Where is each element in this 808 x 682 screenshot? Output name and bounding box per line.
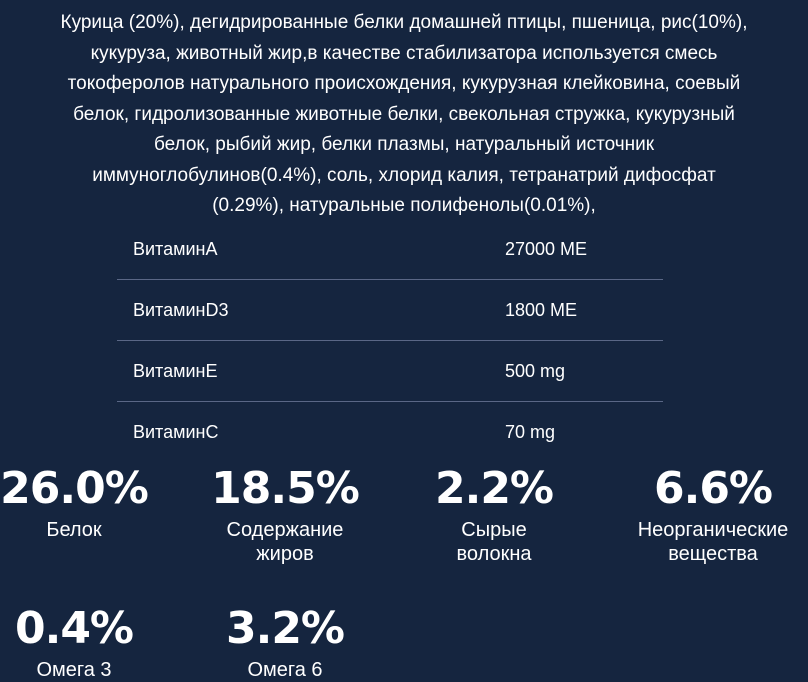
ingredients-line: токоферолов натурального происхождения, …	[67, 73, 741, 94]
vitamin-name: ВитаминA	[133, 239, 218, 259]
ingredients-line: кукуруза, животный жир,в качестве стабил…	[90, 42, 718, 64]
vitamin-name: ВитаминC	[133, 422, 219, 442]
stat-value: 26.0%	[0, 463, 149, 514]
stat-label: волокна	[456, 543, 532, 565]
stat-label: Омега 6	[247, 659, 323, 681]
stat-protein: 26.0% Белок	[0, 460, 169, 542]
vitamin-value: 1800 МЕ	[505, 300, 578, 320]
vitamin-value: 500 mg	[505, 361, 566, 381]
stat-fiber: 2.2% Сырые волокна	[399, 460, 589, 566]
vitamin-value: 70 mg	[505, 422, 556, 442]
stat-label: вещества	[668, 543, 758, 565]
ingredients-line: белок, рыбий жир, белки плазмы, натураль…	[153, 134, 655, 155]
vitamin-value: 27000 МЕ	[505, 239, 588, 259]
nutrition-stats: 26.0% Белок 18.5% Содержание жиров 2.2% …	[0, 460, 808, 681]
vitamin-row: ВитаминA 27000 МЕ	[117, 219, 663, 280]
stat-label: жиров	[256, 543, 314, 565]
stat-label: Неорганические	[637, 519, 789, 541]
ingredients-line: иммуноглобулинов(0.4%), соль, хлорид кал…	[92, 164, 716, 186]
ingredients-line: Курица (20%), дегидрированные белки дома…	[60, 12, 748, 33]
stat-value: 2.2%	[434, 463, 554, 514]
stat-omega3: 0.4% Омега 3	[0, 600, 169, 682]
stat-label: Сырые	[461, 519, 527, 541]
vitamin-name: ВитаминE	[133, 361, 218, 381]
stat-value: 3.2%	[225, 603, 345, 654]
stat-label: Белок	[46, 519, 102, 541]
stat-label: Омега 3	[36, 659, 112, 681]
stat-ash: 6.6% Неорганические вещества	[618, 460, 808, 566]
stat-value: 0.4%	[14, 603, 134, 654]
vitamin-row: ВитаминC 70 mg	[117, 402, 663, 463]
stat-value: 6.6%	[653, 463, 773, 514]
stat-omega6: 3.2% Омега 6	[190, 600, 380, 682]
vitamin-name: ВитаминD3	[133, 300, 229, 320]
stat-value: 18.5%	[211, 463, 360, 514]
stat-label: Содержание	[226, 519, 344, 541]
vitamin-row: ВитаминD3 1800 МЕ	[117, 280, 663, 341]
ingredients-text: Курица (20%), дегидрированные белки дома…	[0, 8, 808, 222]
ingredients-line: белок, гидролизованные животные белки, с…	[73, 103, 735, 125]
vitamin-row: ВитаминE 500 mg	[117, 341, 663, 402]
vitamins-table: ВитаминA 27000 МЕ ВитаминD3 1800 МЕ Вита…	[117, 219, 663, 463]
ingredients-line: (0.29%), натуральные полифенолы(0.01%),	[212, 195, 596, 216]
stat-fat: 18.5% Содержание жиров	[190, 460, 380, 566]
